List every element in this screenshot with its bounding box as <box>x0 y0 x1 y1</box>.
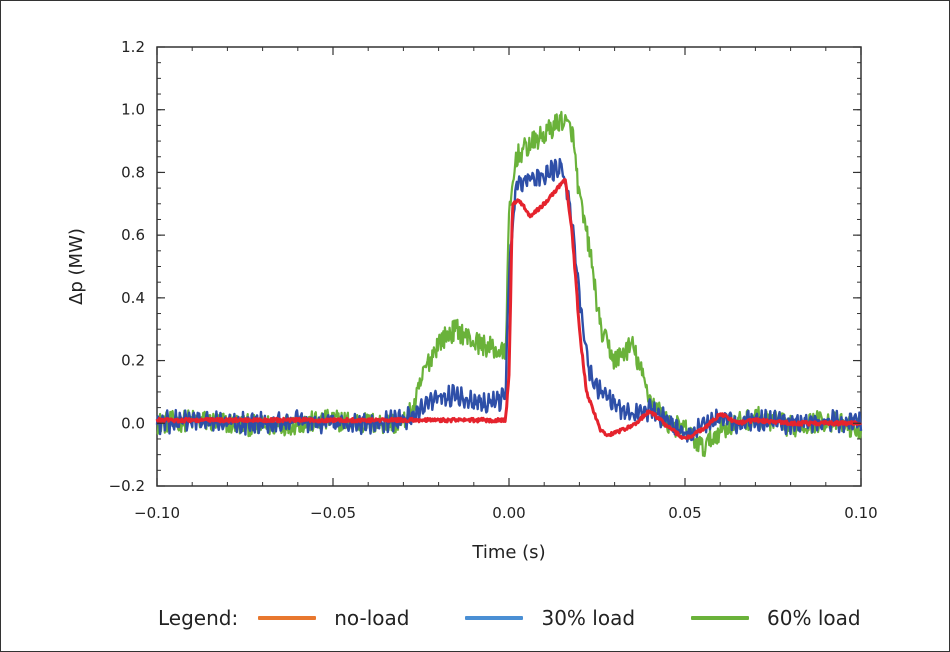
series-no-load-line <box>155 178 863 440</box>
x-tick-label: −0.05 <box>310 504 356 522</box>
x-tick-label: 0.05 <box>668 504 701 522</box>
series-layer <box>155 110 863 458</box>
y-tick-label: 0.2 <box>121 352 145 370</box>
legend-swatch-30-load <box>465 616 524 620</box>
y-tick-label: 1.2 <box>121 38 145 56</box>
legend: Legend: no-load 30% load 60% load <box>158 603 917 633</box>
y-tick-label: 0.8 <box>121 163 145 181</box>
legend-label-no-load: no-load <box>334 606 410 630</box>
y-tick-label: −0.2 <box>109 477 145 495</box>
tick-layer: −0.2 0.0 0.2 0.4 0.6 0.8 1.0 1.2 −0.10 −0.05 0.00 0… <box>109 38 878 522</box>
y-tick-label: 0.0 <box>121 414 145 432</box>
legend-swatch-60-load <box>691 616 750 620</box>
y-tick-label: 0.4 <box>121 289 145 307</box>
legend-item-60-load: 60% load <box>691 606 861 630</box>
x-axis-label: Time (s) <box>471 542 545 563</box>
legend-swatch-no-load <box>258 616 317 620</box>
x-tick-label: 0.10 <box>844 504 877 522</box>
y-axis-label: Δp (MW) <box>66 228 87 305</box>
x-tick-label: 0.00 <box>492 504 525 522</box>
legend-label-60-load: 60% load <box>767 606 861 630</box>
legend-label-30-load: 30% load <box>541 606 636 630</box>
line-chart: −0.2 0.0 0.2 0.4 0.6 0.8 1.0 1.2 −0.10 −0.05 0.00 0… <box>66 38 878 563</box>
x-tick-label: −0.10 <box>134 504 180 522</box>
y-tick-label: 1.0 <box>121 101 145 119</box>
y-tick-label: 0.6 <box>121 226 145 244</box>
legend-title: Legend: <box>158 606 239 630</box>
series-60-load-line <box>156 110 863 458</box>
legend-item-no-load: no-load <box>258 606 409 630</box>
legend-item-30-load: 30% load <box>465 606 635 630</box>
